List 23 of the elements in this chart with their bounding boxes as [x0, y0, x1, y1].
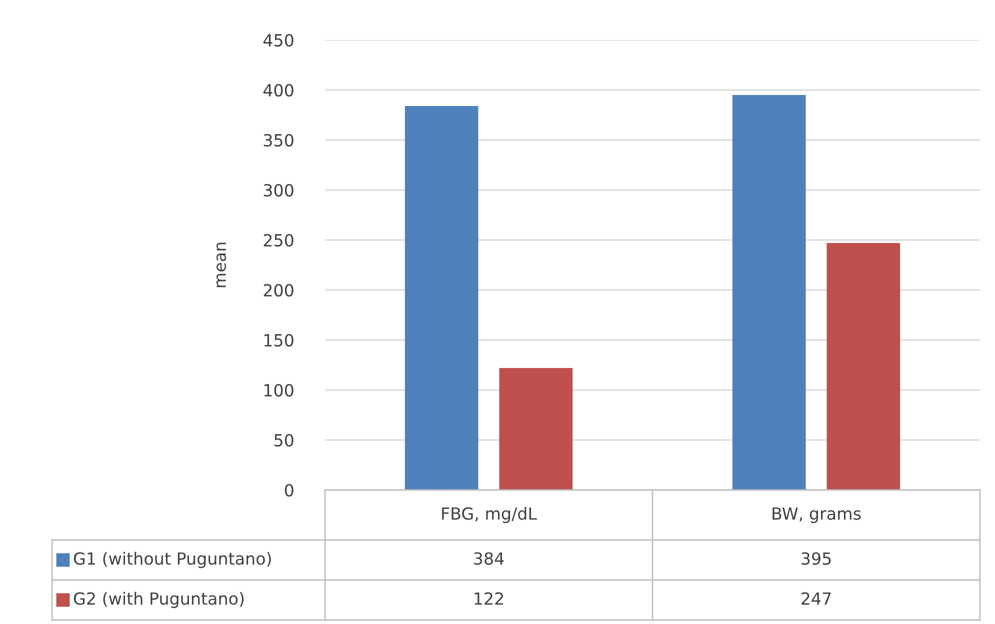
bar [404, 106, 478, 490]
y-tick-label: 200 [264, 284, 294, 297]
y-tick-label: 100 [264, 384, 294, 397]
legend-label: G2 (with Puguntano) [74, 592, 244, 608]
bar [732, 95, 806, 490]
y-tick-label: 50 [274, 434, 294, 447]
data-label: 395 [802, 552, 831, 565]
data-label: 122 [474, 592, 503, 605]
bar [499, 368, 573, 490]
bar [826, 243, 900, 490]
y-tick-label: 0 [284, 484, 294, 497]
y-axis-title: mean [216, 242, 226, 288]
y-tick-label: 350 [264, 134, 294, 147]
y-tick-label: 450 [263, 34, 294, 47]
x-tick-label: FBG, mg/dL [442, 506, 537, 524]
legend-label: G1 (without Puguntano) [74, 552, 271, 568]
data-label: 384 [474, 552, 504, 565]
y-tick-label: 300 [264, 184, 294, 197]
y-tick-label: 400 [263, 84, 294, 97]
y-tick-label: 250 [264, 234, 294, 247]
x-tick-label: BW, grams [772, 507, 861, 524]
data-label: 247 [802, 592, 831, 605]
y-tick-label: 150 [264, 334, 294, 347]
